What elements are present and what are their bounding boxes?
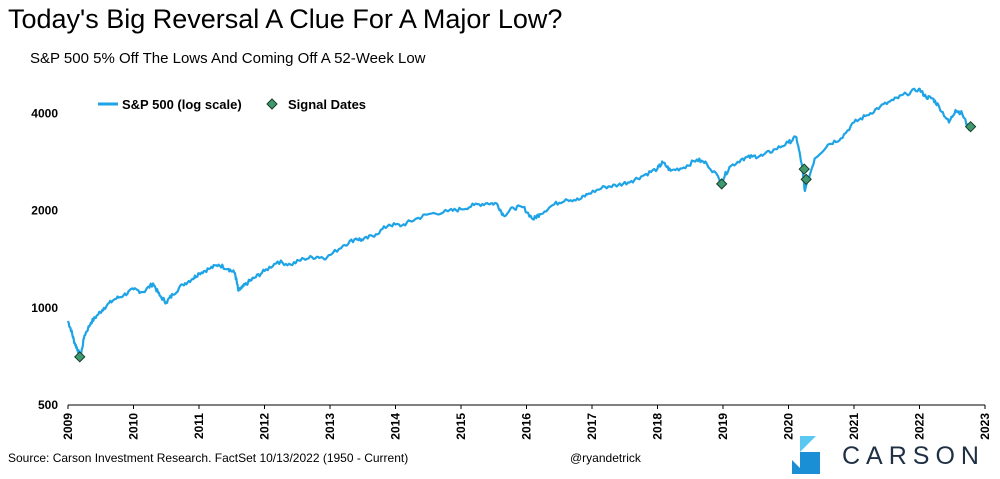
signal-marker (74, 351, 86, 363)
y-axis-labels: 500 1000 2000 4000 (31, 106, 58, 412)
x-tick-label: 2014 (389, 413, 403, 440)
axes (67, 404, 986, 409)
signal-marker (715, 178, 728, 190)
x-tick-label: 2023 (978, 413, 992, 440)
signal-marker (964, 120, 977, 133)
x-tick-label: 2019 (716, 413, 730, 440)
logo-shape-top (800, 436, 816, 452)
x-tick-label: 2016 (520, 413, 534, 440)
carson-logo-text: CARSON (842, 442, 985, 470)
signal-markers (74, 120, 977, 363)
author-handle: @ryandetrick (570, 451, 641, 465)
x-tick-label: 2009 (61, 413, 75, 440)
y-tick-label: 500 (38, 398, 58, 412)
y-tick-label: 4000 (31, 106, 58, 120)
x-tick-label: 2020 (782, 413, 796, 440)
x-tick-label: 2012 (258, 413, 272, 440)
legend-diamond-swatch (266, 98, 278, 110)
chart-title: Today's Big Reversal A Clue For A Major … (8, 4, 563, 34)
y-tick-label: 1000 (31, 301, 58, 315)
x-tick-label: 2017 (585, 413, 599, 440)
source-note: Source: Carson Investment Research. Fact… (8, 451, 409, 465)
legend-label-signal-dates: Signal Dates (288, 97, 366, 112)
legend-label-sp500: S&P 500 (log scale) (122, 97, 242, 112)
x-tick-label: 2018 (651, 413, 665, 440)
x-tick-label: 2021 (847, 413, 861, 440)
x-tick-label: 2015 (454, 413, 468, 440)
x-axis-labels: 2009 2010 2011 2012 2013 2014 2015 2016 2017 2018… (61, 413, 992, 440)
x-tick-label: 2013 (323, 413, 337, 440)
logo-shape-bottom (792, 460, 806, 474)
carson-logo-mark (792, 436, 820, 474)
y-tick-label: 2000 (31, 204, 58, 218)
x-tick-label: 2011 (192, 413, 206, 439)
series-line-sp500 (66, 87, 973, 360)
signal-marker (800, 173, 812, 186)
chart-subtitle: S&P 500 5% Off The Lows And Coming Off A… (30, 50, 426, 67)
legend: S&P 500 (log scale) Signal Dates (98, 97, 366, 112)
x-tick-label: 2010 (127, 413, 141, 440)
logo-shape-middle (800, 452, 820, 474)
signal-marker (798, 163, 810, 175)
x-tick-label: 2022 (913, 413, 927, 440)
carson-logo: CARSON (790, 434, 990, 476)
